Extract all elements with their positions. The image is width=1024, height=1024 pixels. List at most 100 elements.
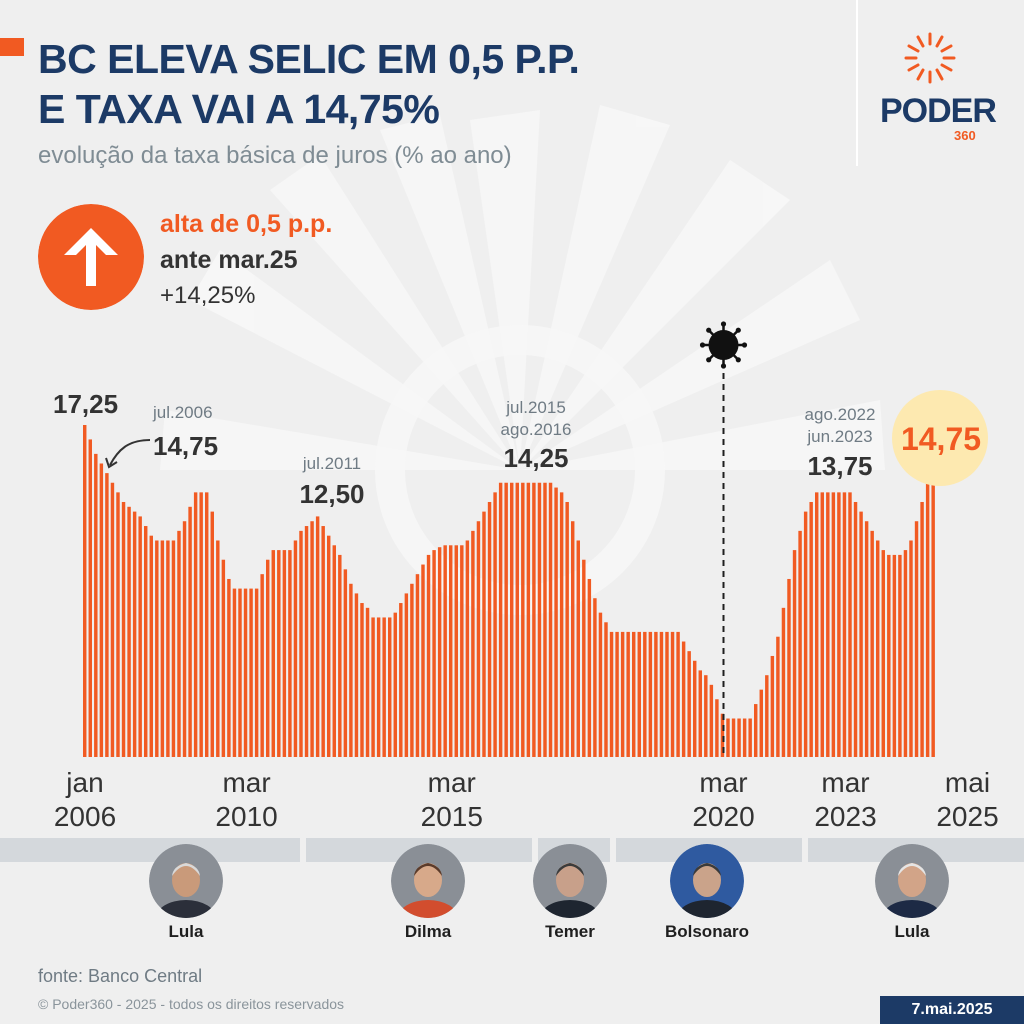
- bar: [166, 540, 170, 757]
- bar: [410, 583, 414, 757]
- title-line-1: BC ELEVA SELIC EM 0,5 P.P.: [38, 36, 580, 82]
- bar: [371, 617, 375, 757]
- source-note: fonte: Banco Central: [38, 966, 203, 986]
- x-tick-label: mar 2010: [215, 766, 277, 834]
- x-tick-year: 2025: [936, 801, 999, 832]
- bar: [909, 540, 913, 757]
- bar: [887, 554, 891, 757]
- bar: [498, 482, 503, 757]
- bar: [338, 554, 342, 757]
- president-name: Lula: [168, 922, 204, 941]
- bar: [892, 554, 897, 757]
- president-name: Bolsonaro: [664, 922, 750, 941]
- bar: [759, 689, 763, 757]
- bar: [254, 588, 259, 757]
- bar: [482, 511, 486, 757]
- bar: [537, 482, 542, 757]
- bar: [88, 439, 92, 757]
- bar: [693, 660, 697, 757]
- bar: [376, 617, 381, 757]
- bar: [792, 550, 797, 757]
- bar: [742, 718, 747, 757]
- bar: [609, 631, 614, 757]
- bar: [831, 492, 836, 757]
- bar: [548, 482, 553, 757]
- bar: [726, 718, 730, 757]
- date-label: ago.2022: [805, 405, 876, 424]
- coronavirus-icon: [699, 321, 748, 369]
- x-tick-month: mar: [821, 767, 870, 798]
- x-tick-month: mar: [699, 767, 748, 798]
- x-tick-label: mar 2023: [814, 766, 876, 834]
- bar: [182, 521, 187, 757]
- x-tick-month: mai: [944, 767, 991, 798]
- pointer-arrow-head: [105, 457, 118, 469]
- bar: [155, 540, 159, 757]
- bar: [432, 550, 436, 757]
- bar: [238, 588, 242, 757]
- bar: [826, 492, 830, 757]
- bar: [803, 511, 808, 757]
- bar: [798, 530, 802, 757]
- bar: [188, 506, 192, 757]
- current-value-label: 14,75: [901, 421, 981, 457]
- change-headline: alta de 0,5 p.p.: [160, 210, 333, 238]
- bar: [820, 492, 824, 757]
- date-label: jul.2011: [302, 454, 361, 473]
- pointer-arrow: [109, 439, 151, 466]
- bar: [681, 641, 686, 757]
- bar: [138, 516, 142, 757]
- logo-name: PODER: [880, 92, 997, 130]
- bar: [105, 473, 109, 757]
- x-tick-label: jan 2006: [54, 766, 116, 834]
- portrait-lula: [149, 844, 223, 918]
- bar: [288, 550, 292, 757]
- bar: [598, 612, 603, 757]
- bar: [349, 583, 353, 757]
- bar: [171, 540, 176, 757]
- x-tick-year: 2020: [692, 801, 755, 832]
- bar: [487, 501, 492, 757]
- logo-sub: 360: [954, 128, 976, 143]
- bar: [526, 482, 531, 757]
- timeline-segment: [0, 838, 300, 862]
- poder360-logo: PODER 360: [880, 30, 997, 145]
- x-tick-year: 2023: [814, 801, 877, 832]
- bar: [465, 540, 470, 757]
- bar: [576, 540, 580, 757]
- bar: [476, 521, 481, 757]
- bar: [654, 631, 658, 757]
- bar: [110, 482, 115, 757]
- bar: [604, 622, 608, 757]
- bar: [870, 530, 874, 757]
- bar: [554, 487, 558, 757]
- bar: [765, 675, 769, 757]
- bar: [637, 631, 641, 757]
- bar: [243, 588, 248, 757]
- value-label: 13,75: [807, 451, 872, 481]
- date-label: jul.2015: [505, 398, 566, 417]
- bar: [471, 530, 475, 757]
- x-tick-year: 2010: [215, 801, 278, 832]
- bar: [571, 521, 575, 757]
- bar: [360, 603, 364, 757]
- bar: [299, 530, 303, 757]
- bar: [648, 631, 653, 757]
- x-tick-label: mar 2015: [421, 766, 483, 834]
- x-tick-label: mai 2025: [936, 766, 998, 834]
- bar: [83, 425, 87, 757]
- bar: [99, 463, 104, 757]
- arrow-up-icon: [38, 204, 144, 310]
- date-label: ago.2016: [501, 420, 572, 439]
- bar: [864, 521, 869, 757]
- bar: [116, 492, 120, 757]
- portrait-temer: [533, 844, 607, 918]
- change-reference: ante mar.25: [160, 246, 298, 274]
- bar: [504, 482, 508, 757]
- bar: [443, 545, 447, 757]
- date-label: jul.2006: [152, 403, 213, 422]
- bar: [343, 569, 348, 757]
- date-label: jun.2023: [806, 427, 872, 446]
- bar: [665, 631, 669, 757]
- highlight-circle: [892, 390, 988, 486]
